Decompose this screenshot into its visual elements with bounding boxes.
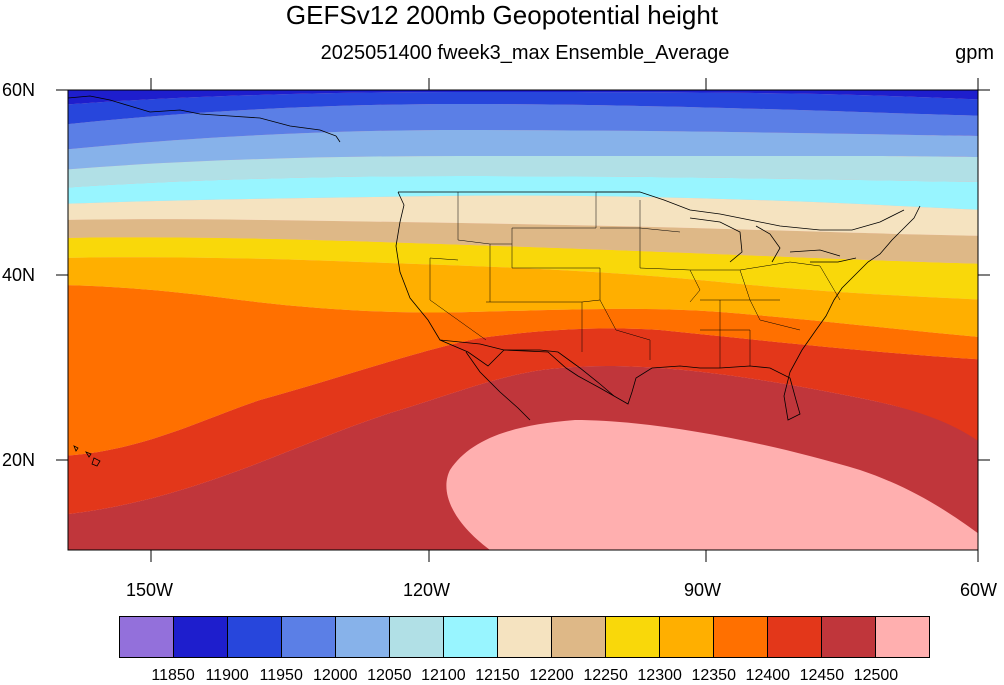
colorbar-tick-11900: 11900: [205, 667, 249, 684]
colorbar-tick-12350: 12350: [691, 667, 736, 684]
lat-label-20n: 20N: [2, 450, 36, 470]
colorbar-tick-11950: 11950: [259, 667, 303, 684]
lon-label-150w: 150W: [126, 580, 174, 600]
contour-band-12150: [68, 195, 978, 236]
colorbar-tick-12300: 12300: [637, 667, 682, 684]
contour-band-11850: [68, 90, 978, 105]
colorbar: [119, 616, 930, 658]
us-state-borders: [429, 191, 841, 368]
colorbar-swatch-2: [228, 617, 282, 657]
contour-band-11950: [68, 104, 978, 150]
hawaii-islands: [73, 445, 101, 467]
contour-band-11900: [68, 92, 978, 125]
plot-frame: [67, 89, 979, 551]
colorbar-swatch-7: [498, 617, 552, 657]
contour-band-12250: [68, 237, 978, 300]
units-label: gpm: [955, 42, 994, 64]
colorbar-tick-12400: 12400: [745, 667, 791, 684]
map-subtitle: 2025051400 fweek3_max Ensemble_Average: [320, 42, 730, 64]
colorbar-swatch-6: [444, 617, 498, 657]
map-title: GEFSv12 200mb Geopotential height: [285, 0, 719, 30]
baja-california: [465, 351, 531, 421]
contour-band-12350: [68, 285, 978, 456]
contour-band-12200: [68, 219, 978, 264]
contour-band-12450: [68, 366, 978, 550]
colorbar-tick-12000: 12000: [313, 667, 358, 684]
colorbar-swatch-14: [876, 617, 929, 657]
colorbar-swatch-5: [390, 617, 444, 657]
colorbar-tick-12450: 12450: [799, 667, 845, 684]
colorbar-swatch-3: [282, 617, 336, 657]
colorbar-tick-12250: 12250: [583, 667, 628, 684]
contour-band-12300: [68, 257, 978, 337]
colorbar-swatch-11: [714, 617, 768, 657]
colorbar-tick-12150: 12150: [475, 667, 520, 684]
contour-band-12000: [68, 130, 978, 170]
colorbar-tick-12050: 12050: [367, 667, 412, 684]
colorbar-swatch-9: [606, 617, 660, 657]
contour-band-12100: [68, 176, 978, 210]
colorbar-swatch-0: [120, 617, 174, 657]
colorbar-swatch-12: [768, 617, 822, 657]
colorbar-swatch-8: [552, 617, 606, 657]
colorbar-tick-12200: 12200: [529, 667, 574, 684]
canada-us-border: [398, 191, 905, 231]
lon-label-90w: 90W: [684, 580, 722, 600]
land-outlines: [68, 95, 921, 467]
colorbar-tick-12500: 12500: [853, 667, 899, 684]
lon-label-60w: 60W: [960, 580, 998, 600]
contour-band-12050: [68, 155, 978, 188]
lat-label-60n: 60N: [2, 80, 36, 100]
colorbar-tick-11850: 11850: [151, 667, 195, 684]
colorbar-tick-12100: 12100: [421, 667, 466, 684]
axis-ticks: [56, 78, 990, 562]
great-lakes: [689, 217, 857, 263]
lon-label-120w: 120W: [403, 580, 451, 600]
lat-label-40n: 40N: [2, 265, 36, 285]
colorbar-swatch-4: [336, 617, 390, 657]
contour-band-12400: [68, 328, 978, 515]
us-mexico-border: [439, 339, 615, 397]
colorbar-swatch-13: [822, 617, 876, 657]
alaska-coast: [68, 95, 341, 143]
contour-fill-layer: [68, 90, 978, 550]
colorbar-swatch-10: [660, 617, 714, 657]
map-plot: [56, 78, 990, 562]
colorbar-swatch-1: [174, 617, 228, 657]
